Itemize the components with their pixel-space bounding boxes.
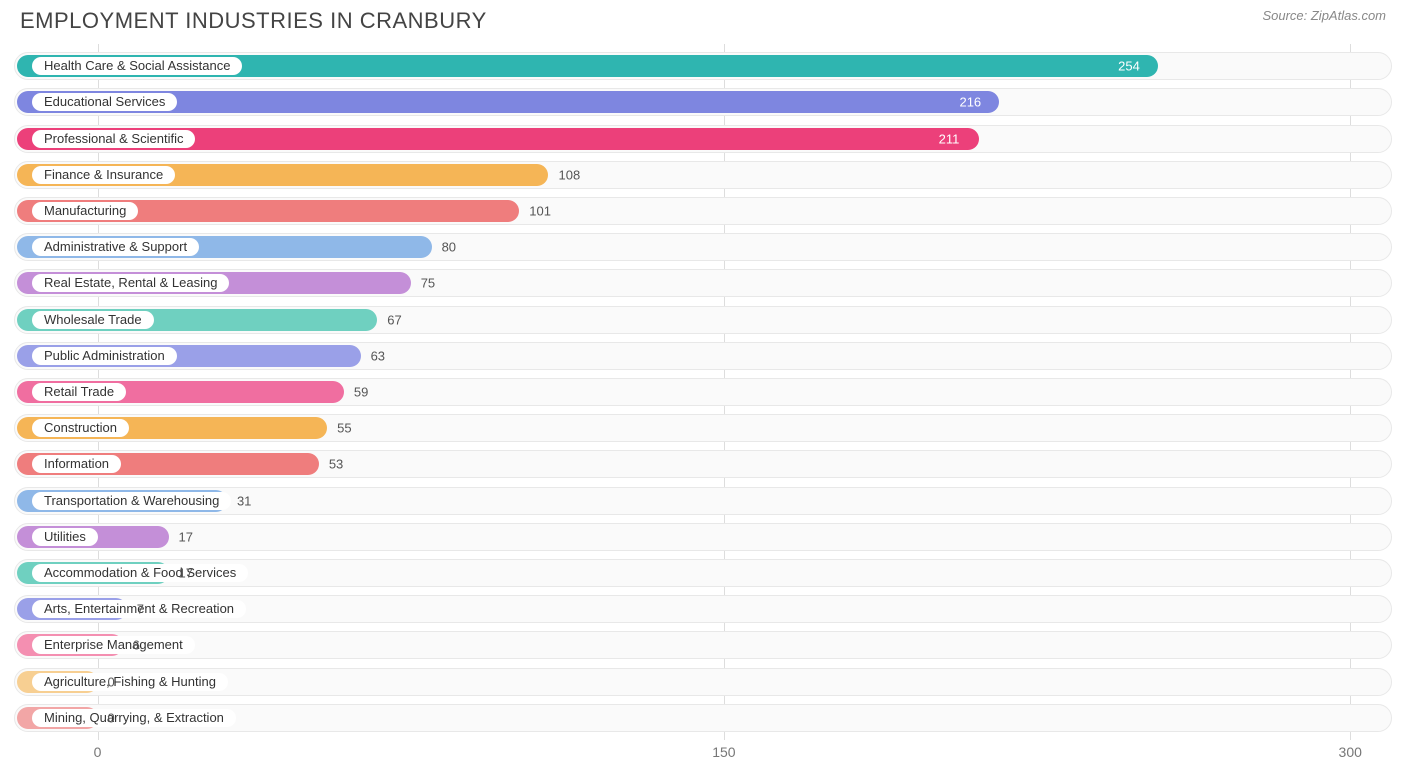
bar-container: Health Care & Social Assistance 254 Educat… — [14, 44, 1392, 740]
bar-row: Mining, Quarrying, & Extraction0 — [14, 704, 1392, 732]
bar-value: 216 — [959, 95, 981, 110]
bar-label: Real Estate, Rental & Leasing — [32, 274, 229, 292]
bar-row: Retail Trade 59 — [14, 378, 1392, 406]
bar-row: Professional & Scientific 211 — [14, 125, 1392, 153]
bar-label: Utilities — [32, 528, 98, 546]
bar-row: Administrative & Support 80 — [14, 233, 1392, 261]
bar-label: Finance & Insurance — [32, 166, 175, 184]
bar-label: Educational Services — [32, 93, 177, 111]
bar-label: Enterprise Management — [32, 636, 195, 654]
bar-value: 101 — [529, 203, 551, 218]
bar-row: Information 53 — [14, 450, 1392, 478]
bar-value: 211 — [939, 131, 960, 146]
bar-label: Mining, Quarrying, & Extraction — [32, 709, 236, 727]
bar-row: Construction 55 — [14, 414, 1392, 442]
bar-value: 63 — [371, 348, 385, 363]
bar-label: Retail Trade — [32, 383, 126, 401]
bar-row: Wholesale Trade 67 — [14, 306, 1392, 334]
bar-value: 108 — [558, 167, 580, 182]
bar-label: Wholesale Trade — [32, 311, 154, 329]
bar-value: 80 — [442, 240, 456, 255]
bar-value: 75 — [421, 276, 435, 291]
bar-value: 6 — [133, 638, 140, 653]
chart-header: EMPLOYMENT INDUSTRIES IN CRANBURY Source… — [0, 0, 1406, 34]
bar-label: Administrative & Support — [32, 238, 199, 256]
bar-value: 67 — [387, 312, 401, 327]
bar-value: 0 — [108, 674, 115, 689]
bar-value: 53 — [329, 457, 343, 472]
bar-row: Real Estate, Rental & Leasing 75 — [14, 269, 1392, 297]
bar-row: Accommodation & Food Services17 — [14, 559, 1392, 587]
bar-track — [14, 631, 1392, 659]
bar-value: 17 — [179, 529, 193, 544]
bar-track — [14, 523, 1392, 551]
bar-row: Health Care & Social Assistance 254 — [14, 52, 1392, 80]
bar-value: 7 — [137, 602, 144, 617]
bar-label: Manufacturing — [32, 202, 138, 220]
bar-label: Information — [32, 455, 121, 473]
bar-value: 17 — [179, 565, 193, 580]
chart-plot-area: Health Care & Social Assistance 254 Educat… — [14, 44, 1392, 740]
bar-value: 0 — [108, 710, 115, 725]
x-axis: 0 150 300 — [14, 744, 1392, 764]
bar-label: Transportation & Warehousing — [32, 492, 231, 510]
bar-row: Finance & Insurance 108 — [14, 161, 1392, 189]
bar-row: Arts, Entertainment & Recreation7 — [14, 595, 1392, 623]
bar-label: Health Care & Social Assistance — [32, 57, 242, 75]
bar-row: Agriculture, Fishing & Hunting0 — [14, 668, 1392, 696]
bar-row: Utilities 17 — [14, 523, 1392, 551]
x-axis-tick: 300 — [1339, 744, 1362, 760]
bar-value: 59 — [354, 384, 368, 399]
bar-label: Accommodation & Food Services — [32, 564, 248, 582]
bar-value: 55 — [337, 421, 351, 436]
bar-label: Construction — [32, 419, 129, 437]
bar-row: Transportation & Warehousing 31 — [14, 487, 1392, 515]
x-axis-tick: 150 — [712, 744, 735, 760]
bar-row: Public Administration 63 — [14, 342, 1392, 370]
x-axis-tick: 0 — [94, 744, 102, 760]
bar-label: Professional & Scientific — [32, 130, 195, 148]
bar-value: 254 — [1118, 59, 1140, 74]
bar-label: Agriculture, Fishing & Hunting — [32, 673, 228, 691]
bar-label: Public Administration — [32, 347, 177, 365]
chart-title: EMPLOYMENT INDUSTRIES IN CRANBURY — [20, 8, 487, 34]
bar-row: Manufacturing 101 — [14, 197, 1392, 225]
bar-row: Educational Services 216 — [14, 88, 1392, 116]
bar-row: Enterprise Management6 — [14, 631, 1392, 659]
bar-value: 31 — [237, 493, 251, 508]
chart-source: Source: ZipAtlas.com — [1262, 8, 1386, 23]
